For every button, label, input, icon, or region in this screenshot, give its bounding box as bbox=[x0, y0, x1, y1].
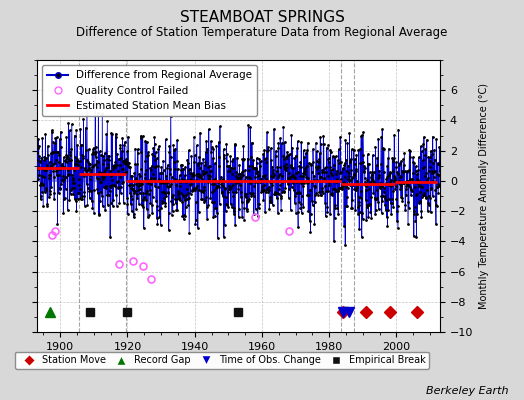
Legend: Station Move, Record Gap, Time of Obs. Change, Empirical Break: Station Move, Record Gap, Time of Obs. C… bbox=[15, 352, 429, 369]
Text: Berkeley Earth: Berkeley Earth bbox=[426, 386, 508, 396]
Text: Difference of Station Temperature Data from Regional Average: Difference of Station Temperature Data f… bbox=[77, 26, 447, 39]
Text: STEAMBOAT SPRINGS: STEAMBOAT SPRINGS bbox=[180, 10, 344, 25]
Y-axis label: Monthly Temperature Anomaly Difference (°C): Monthly Temperature Anomaly Difference (… bbox=[479, 83, 489, 309]
